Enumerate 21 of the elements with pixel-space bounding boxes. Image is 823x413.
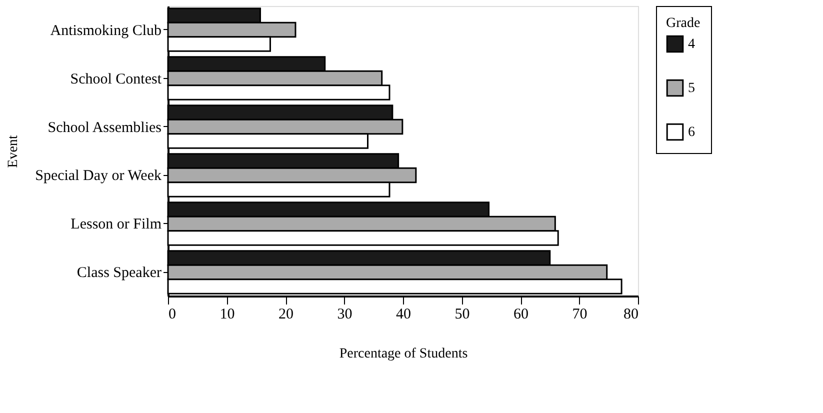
y-tick-label: Class Speaker (76, 265, 162, 282)
legend-label: 4 (688, 37, 695, 52)
x-tick-label: 10 (220, 306, 235, 322)
x-tick-label: 70 (572, 306, 588, 322)
x-tick-label: 50 (454, 306, 470, 322)
x-tick-label: 60 (514, 306, 528, 322)
legend-title: Grade (666, 16, 700, 31)
x-tick-label: 0 (168, 306, 176, 322)
y-tick-label: School Assemblies (48, 120, 162, 136)
x-tick-label: 80 (624, 306, 638, 322)
legend-label: 6 (688, 125, 695, 140)
legend-label: 5 (688, 81, 695, 96)
y-axis-title: Event (6, 135, 21, 168)
x-axis-title: Percentage of Students (339, 346, 468, 362)
y-tick-label: School Contest (70, 71, 162, 88)
x-tick-label: 30 (337, 306, 352, 322)
y-tick-label: Special Day or Week (35, 168, 162, 184)
x-tick-label: 40 (396, 306, 411, 322)
x-tick-label: 20 (278, 306, 294, 322)
y-tick-label: Lesson or Film (70, 216, 162, 233)
y-tick-label: Antismoking Club (50, 22, 162, 39)
